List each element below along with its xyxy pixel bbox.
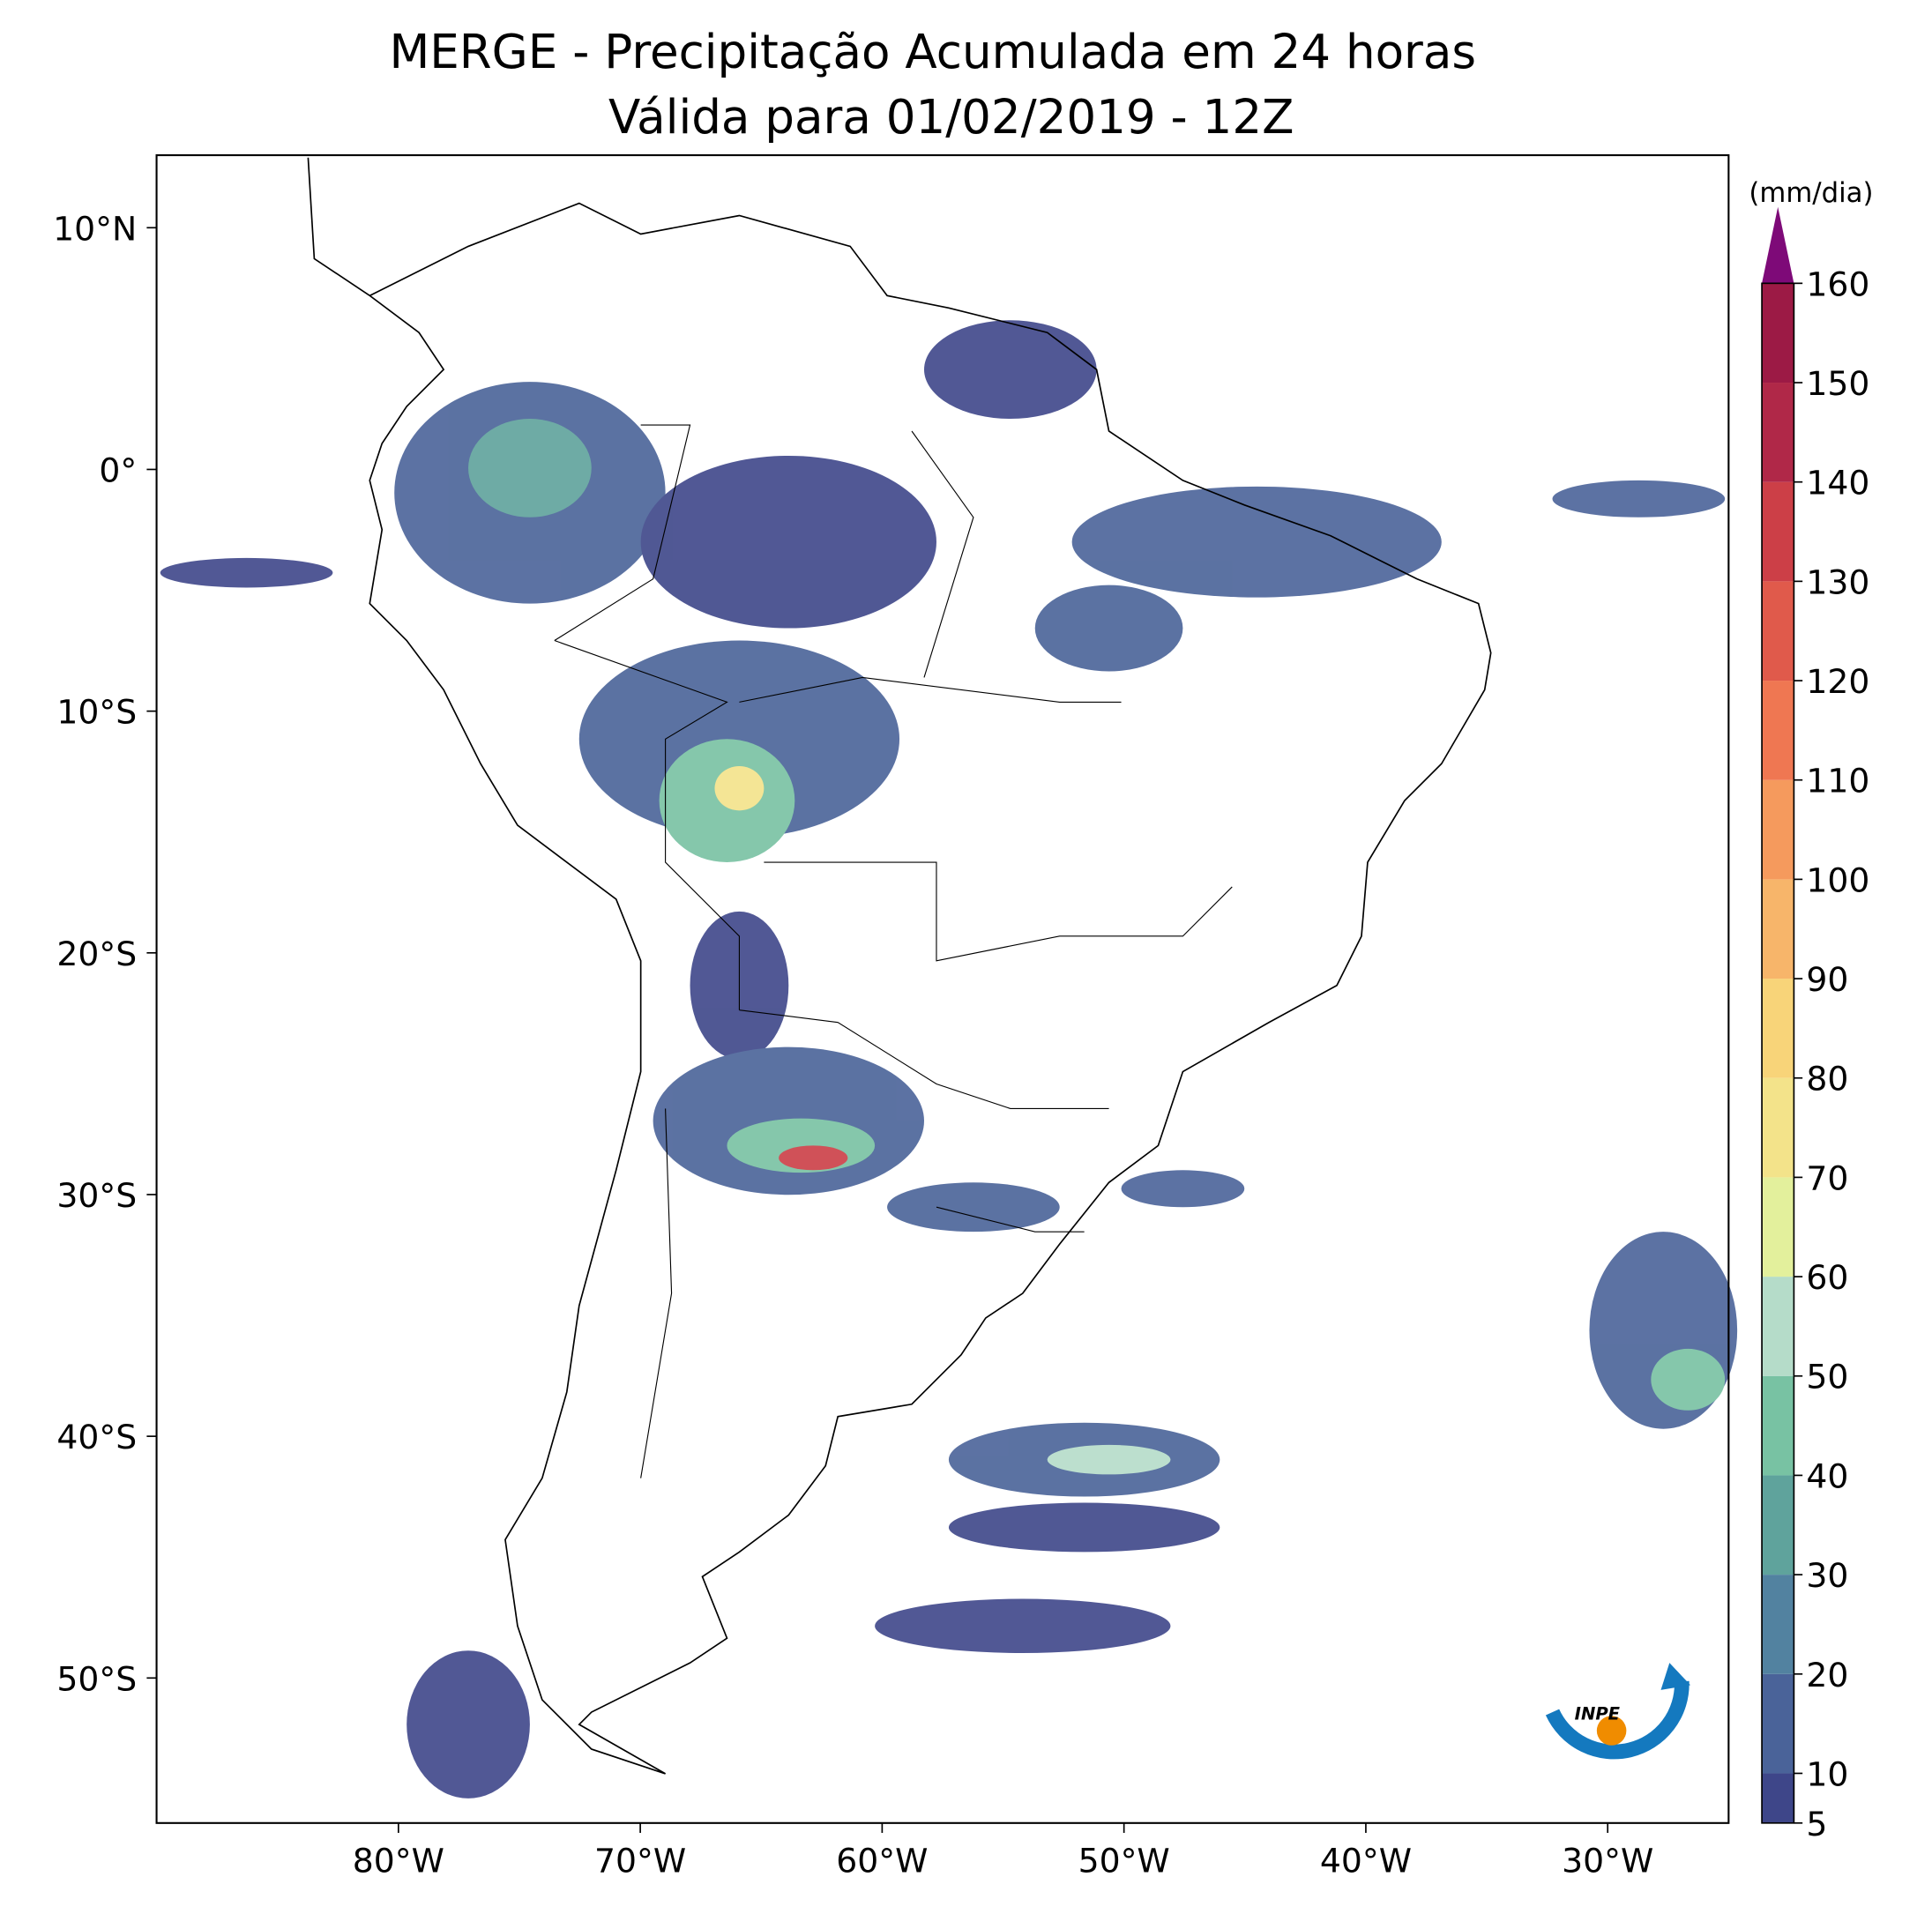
colorbar-extension bbox=[1762, 206, 1794, 284]
colorbar-band bbox=[1762, 1277, 1794, 1376]
colorbar-band bbox=[1762, 979, 1794, 1078]
y-tick-label: 0° bbox=[99, 451, 137, 489]
colorbar-tick-label: 160 bbox=[1806, 264, 1869, 303]
x-tick-label: 40°W bbox=[1320, 1842, 1412, 1880]
x-tick-label: 70°W bbox=[594, 1842, 686, 1880]
colorbar-tick-label: 10 bbox=[1806, 1754, 1848, 1793]
colorbar-tick-label: 140 bbox=[1806, 464, 1869, 503]
colorbar-tick-label: 150 bbox=[1806, 364, 1869, 403]
precipitation-field bbox=[160, 320, 1738, 1799]
colorbar-tick-label: 110 bbox=[1806, 762, 1869, 801]
y-tick-label: 30°S bbox=[56, 1176, 137, 1215]
colorbar-band bbox=[1762, 1375, 1794, 1476]
colorbar-tick-label: 90 bbox=[1806, 960, 1848, 999]
colorbar-tick-label: 5 bbox=[1806, 1805, 1827, 1843]
title: MERGE - Precipitação Acumulada em 24 hor… bbox=[389, 25, 1476, 79]
colorbar-band bbox=[1762, 1077, 1794, 1178]
colorbar-tick-label: 80 bbox=[1806, 1060, 1848, 1099]
colorbar-label: (mm/dia) bbox=[1749, 177, 1873, 209]
colorbar-band bbox=[1762, 1773, 1794, 1823]
colorbar-tick-label: 100 bbox=[1806, 860, 1869, 899]
colorbar-band bbox=[1762, 1177, 1794, 1277]
colorbar-band bbox=[1762, 1475, 1794, 1575]
colorbar-band bbox=[1762, 383, 1794, 482]
colorbar-band bbox=[1762, 879, 1794, 979]
colorbar-band bbox=[1762, 481, 1794, 582]
map-frame bbox=[155, 153, 1730, 1824]
y-tick-label: 20°S bbox=[56, 935, 137, 973]
borders bbox=[554, 424, 1233, 1478]
colorbar-frame bbox=[1761, 282, 1795, 1824]
colorbar-band bbox=[1762, 581, 1794, 681]
colorbar-band bbox=[1762, 1575, 1794, 1674]
colorbar-band bbox=[1762, 283, 1794, 384]
y-tick-label: 40°S bbox=[56, 1418, 137, 1456]
logo: INPE bbox=[1545, 1663, 1691, 1760]
colorbar-tick-label: 40 bbox=[1806, 1456, 1848, 1495]
colorbar-tick-label: 130 bbox=[1806, 562, 1869, 601]
x-tick-label: 30°W bbox=[1562, 1842, 1653, 1880]
y-tick-label: 50°S bbox=[56, 1659, 137, 1698]
colorbar-tick-label: 70 bbox=[1806, 1158, 1848, 1197]
coastline bbox=[307, 157, 1492, 1775]
colorbar-band bbox=[1762, 1673, 1794, 1774]
colorbar-tick-label: 30 bbox=[1806, 1556, 1848, 1595]
y-tick-label: 10°S bbox=[56, 693, 137, 732]
colorbar-band bbox=[1762, 779, 1794, 880]
colorbar-tick-label: 50 bbox=[1806, 1358, 1848, 1396]
y-tick-label: 10°N bbox=[53, 209, 137, 248]
colorbar-tick-label: 120 bbox=[1806, 662, 1869, 701]
x-tick-label: 80°W bbox=[353, 1842, 444, 1880]
logo-text: INPE bbox=[1575, 1703, 1621, 1724]
colorbar-tick-label: 20 bbox=[1806, 1656, 1848, 1694]
colorbar-tick-label: 60 bbox=[1806, 1258, 1848, 1297]
x-tick-label: 60°W bbox=[836, 1842, 928, 1880]
colorbar-band bbox=[1762, 681, 1794, 780]
x-tick-label: 50°W bbox=[1078, 1842, 1170, 1880]
subtitle: Válida para 01/02/2019 - 12Z bbox=[608, 90, 1294, 145]
